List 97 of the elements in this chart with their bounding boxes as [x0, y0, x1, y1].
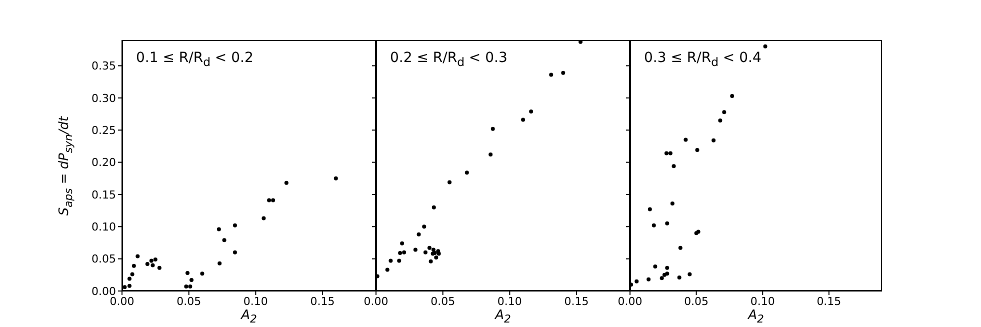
- x-axis-title: A$_{2}$: [494, 308, 512, 326]
- point: [490, 126, 495, 131]
- point: [670, 201, 674, 206]
- point: [684, 138, 688, 142]
- point: [434, 256, 438, 260]
- point: [423, 250, 428, 254]
- point: [184, 284, 188, 288]
- point: [218, 261, 222, 266]
- point: [521, 118, 526, 122]
- x-axis-title: A$_{2}$: [746, 308, 765, 326]
- point: [529, 109, 534, 114]
- point: [464, 170, 469, 175]
- point: [712, 138, 716, 142]
- point: [660, 276, 664, 280]
- point: [718, 118, 722, 122]
- point: [561, 70, 566, 75]
- point: [222, 238, 226, 242]
- x-tick-label: 0.05: [684, 294, 709, 308]
- point: [664, 151, 668, 156]
- point: [271, 198, 276, 202]
- point: [432, 205, 436, 210]
- point: [428, 259, 433, 264]
- x-tick-label: 0.15: [816, 294, 842, 308]
- point: [262, 216, 266, 220]
- point: [127, 276, 132, 281]
- point: [665, 266, 670, 270]
- point: [122, 285, 127, 290]
- y-tick-label: 0.20: [92, 156, 116, 170]
- point: [722, 110, 726, 114]
- point: [136, 254, 140, 258]
- point: [549, 72, 554, 77]
- point: [216, 227, 221, 232]
- point: [153, 257, 158, 262]
- point: [127, 284, 132, 288]
- point: [413, 248, 418, 252]
- point: [416, 232, 421, 236]
- x-tick-label: 0.15: [564, 294, 589, 308]
- x-tick-label: 0.15: [310, 294, 335, 308]
- point: [186, 270, 190, 275]
- x-tick-label: 0.10: [497, 294, 522, 308]
- point: [653, 264, 658, 269]
- point: [157, 266, 162, 270]
- point: [652, 223, 656, 228]
- point: [648, 207, 652, 212]
- text: 0.3 ≤ R/R$_{d}$ < 0.4: [644, 50, 762, 69]
- point: [763, 44, 768, 48]
- point: [402, 250, 406, 254]
- point: [431, 248, 436, 252]
- point: [267, 198, 272, 202]
- point: [200, 272, 204, 276]
- point: [634, 279, 639, 284]
- point: [398, 251, 402, 256]
- point: [188, 284, 192, 288]
- point: [190, 278, 194, 282]
- point: [232, 223, 237, 228]
- point: [150, 263, 155, 268]
- x-tick-label: 0.05: [176, 294, 202, 308]
- point: [400, 241, 404, 246]
- point: [132, 264, 136, 268]
- x-tick-label: 0.00: [618, 294, 642, 308]
- point: [488, 152, 493, 157]
- point: [427, 246, 432, 250]
- point: [145, 262, 150, 266]
- point: [665, 272, 670, 276]
- point: [385, 268, 390, 272]
- x-tick-label: 0.00: [364, 294, 388, 308]
- text: 0.2 ≤ R/R$_{d}$ < 0.3: [390, 50, 508, 69]
- y-tick-label: 0.25: [92, 124, 116, 138]
- point: [388, 258, 393, 263]
- point: [334, 176, 338, 180]
- point: [646, 277, 651, 282]
- point: [665, 221, 670, 226]
- x-tick-label: 0.10: [750, 294, 775, 308]
- point: [448, 180, 452, 184]
- point: [668, 151, 672, 156]
- point: [695, 148, 700, 152]
- point: [397, 258, 402, 263]
- y-tick-label: 0.35: [92, 60, 116, 73]
- y-tick-label: 0.30: [92, 92, 116, 105]
- point: [678, 246, 682, 250]
- y-tick-label: 0.15: [92, 188, 116, 202]
- x-tick-label: 0.10: [243, 294, 268, 308]
- y-tick-label: 0.05: [92, 252, 116, 266]
- point: [130, 272, 134, 276]
- x-tick-label: 0.05: [430, 294, 456, 308]
- point: [284, 180, 288, 185]
- point: [672, 164, 676, 168]
- point: [232, 250, 237, 254]
- x-axis-title: A$_{2}$: [240, 308, 258, 326]
- point: [149, 258, 154, 263]
- point: [730, 94, 734, 98]
- point: [677, 275, 682, 280]
- point: [688, 272, 692, 276]
- point: [422, 224, 426, 229]
- point: [436, 252, 441, 256]
- y-tick-label: 0.10: [92, 220, 116, 234]
- text: 0.1 ≤ R/R$_{d}$ < 0.2: [136, 50, 254, 69]
